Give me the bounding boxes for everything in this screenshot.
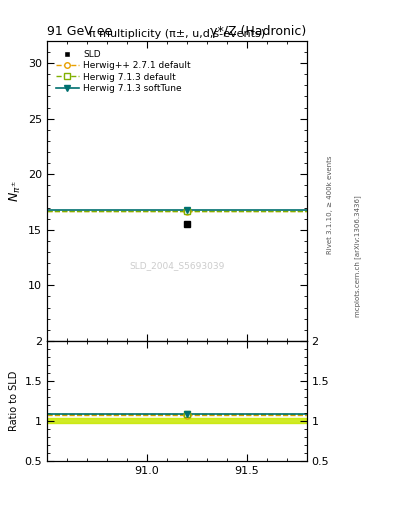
Bar: [47, 418, 307, 423]
Text: Rivet 3.1.10, ≥ 400k events: Rivet 3.1.10, ≥ 400k events: [327, 156, 333, 254]
Legend: SLD, Herwig++ 2.7.1 default, Herwig 7.1.3 default, Herwig 7.1.3 softTune: SLD, Herwig++ 2.7.1 default, Herwig 7.1.…: [51, 46, 195, 97]
Y-axis label: $N_{\pi^{\pm}}$: $N_{\pi^{\pm}}$: [7, 180, 23, 202]
Y-axis label: Ratio to SLD: Ratio to SLD: [9, 371, 19, 431]
Text: mcplots.cern.ch [arXiv:1306.3436]: mcplots.cern.ch [arXiv:1306.3436]: [354, 195, 361, 317]
Title: π multiplicity (π±, u,d,s-events): π multiplicity (π±, u,d,s-events): [89, 29, 265, 39]
Text: γ*/Z (Hadronic): γ*/Z (Hadronic): [210, 26, 307, 38]
Text: 91 GeV ee: 91 GeV ee: [47, 26, 112, 38]
Text: SLD_2004_S5693039: SLD_2004_S5693039: [129, 261, 224, 270]
